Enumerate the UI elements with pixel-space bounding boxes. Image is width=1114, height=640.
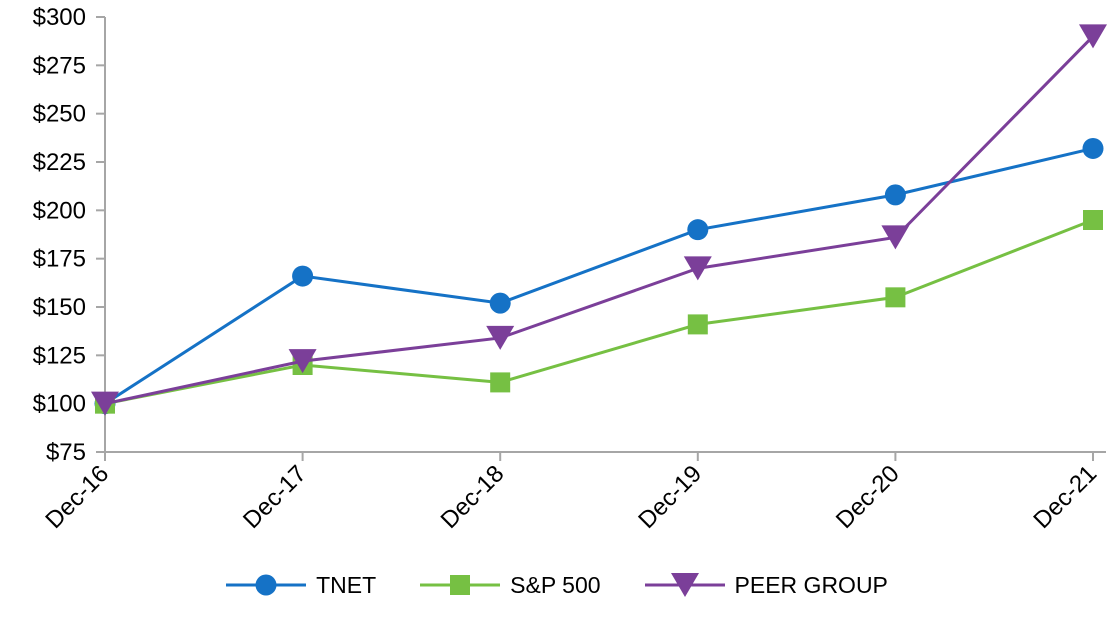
legend-marker-shape [255,574,277,596]
data-point-s-p-500-4 [885,287,906,308]
y-axis-label: $275 [33,52,86,79]
data-point-peer-group-4 [881,225,910,250]
legend-label: PEER GROUP [734,571,888,598]
data-point-s-p-500-3 [687,314,708,335]
data-point-tnet-2 [489,292,511,314]
y-axis-label: $100 [33,391,86,418]
chart-legend: TNET S&P 500 PEER GROUP [0,570,1114,600]
series-peer-group [91,24,1107,416]
legend-item-tnet: TNET [226,570,376,600]
data-point-s-p-500-2 [490,372,511,393]
series-line-s-p-500 [104,218,1094,406]
data-point-peer-group-3 [683,256,712,281]
legend-marker-shape [670,573,699,597]
y-axis-label: $75 [46,439,86,466]
x-axis-label: Dec-21 [1028,460,1102,534]
y-axis-label: $125 [33,342,86,369]
data-point-tnet-5 [1082,137,1104,159]
series-line-tnet [104,147,1094,405]
x-axis-label: Dec-16 [40,460,114,534]
y-axis-label: $175 [33,246,86,273]
y-axis-label: $225 [33,149,86,176]
legend-marker-square-icon [420,575,501,595]
data-point-s-p-500-5 [1083,210,1103,230]
data-point-peer-group-5 [1079,24,1107,49]
data-point-peer-group-1 [288,349,317,374]
legend-label: TNET [316,571,377,598]
data-point-tnet-1 [292,265,314,287]
x-axis-label: Dec-19 [633,460,707,534]
y-axis-label: $300 [33,4,86,31]
chart-plot-area: $75 $100 $125 $150 $175 $200 $225 $250 $275 $300 D… [33,4,1107,534]
legend-label: S&P 500 [510,571,601,598]
legend-item-peer-group: PEER GROUP [644,570,888,600]
y-axis-label: $250 [33,101,86,128]
legend-item-s-p-500: S&P 500 [420,570,601,600]
y-axis-label: $150 [33,294,86,321]
x-axis-label: Dec-17 [238,460,312,534]
legend-marker-circle-icon [226,574,307,596]
x-axis-label: Dec-18 [436,460,510,534]
x-axis-label: Dec-20 [831,460,905,534]
data-point-tnet-3 [687,219,709,241]
data-point-peer-group-0 [91,391,119,416]
data-point-tnet-4 [884,184,906,206]
series-line-peer-group [104,35,1095,406]
legend-marker-triangle-down-icon [644,573,725,597]
legend-marker-shape [450,575,471,595]
data-point-peer-group-2 [486,325,515,350]
y-axis-label: $200 [33,197,86,224]
